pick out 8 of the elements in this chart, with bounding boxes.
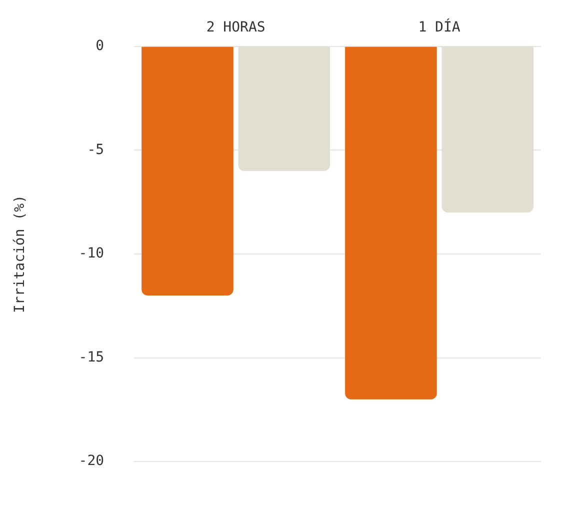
x-tick-label: 2 HORAS — [206, 20, 266, 36]
y-tick-label: -15 — [78, 349, 104, 366]
x-tick-label: 1 DÍA — [418, 18, 461, 36]
y-axis-title: Irritación (%) — [12, 194, 28, 314]
y-tick-label: -5 — [87, 142, 104, 158]
y-tick-label: -10 — [78, 246, 104, 262]
y-tick-label: 0 — [96, 38, 104, 54]
y-tick-label: -20 — [78, 453, 104, 470]
